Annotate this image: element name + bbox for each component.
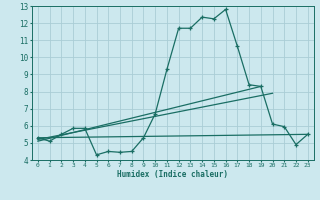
X-axis label: Humidex (Indice chaleur): Humidex (Indice chaleur) (117, 170, 228, 179)
